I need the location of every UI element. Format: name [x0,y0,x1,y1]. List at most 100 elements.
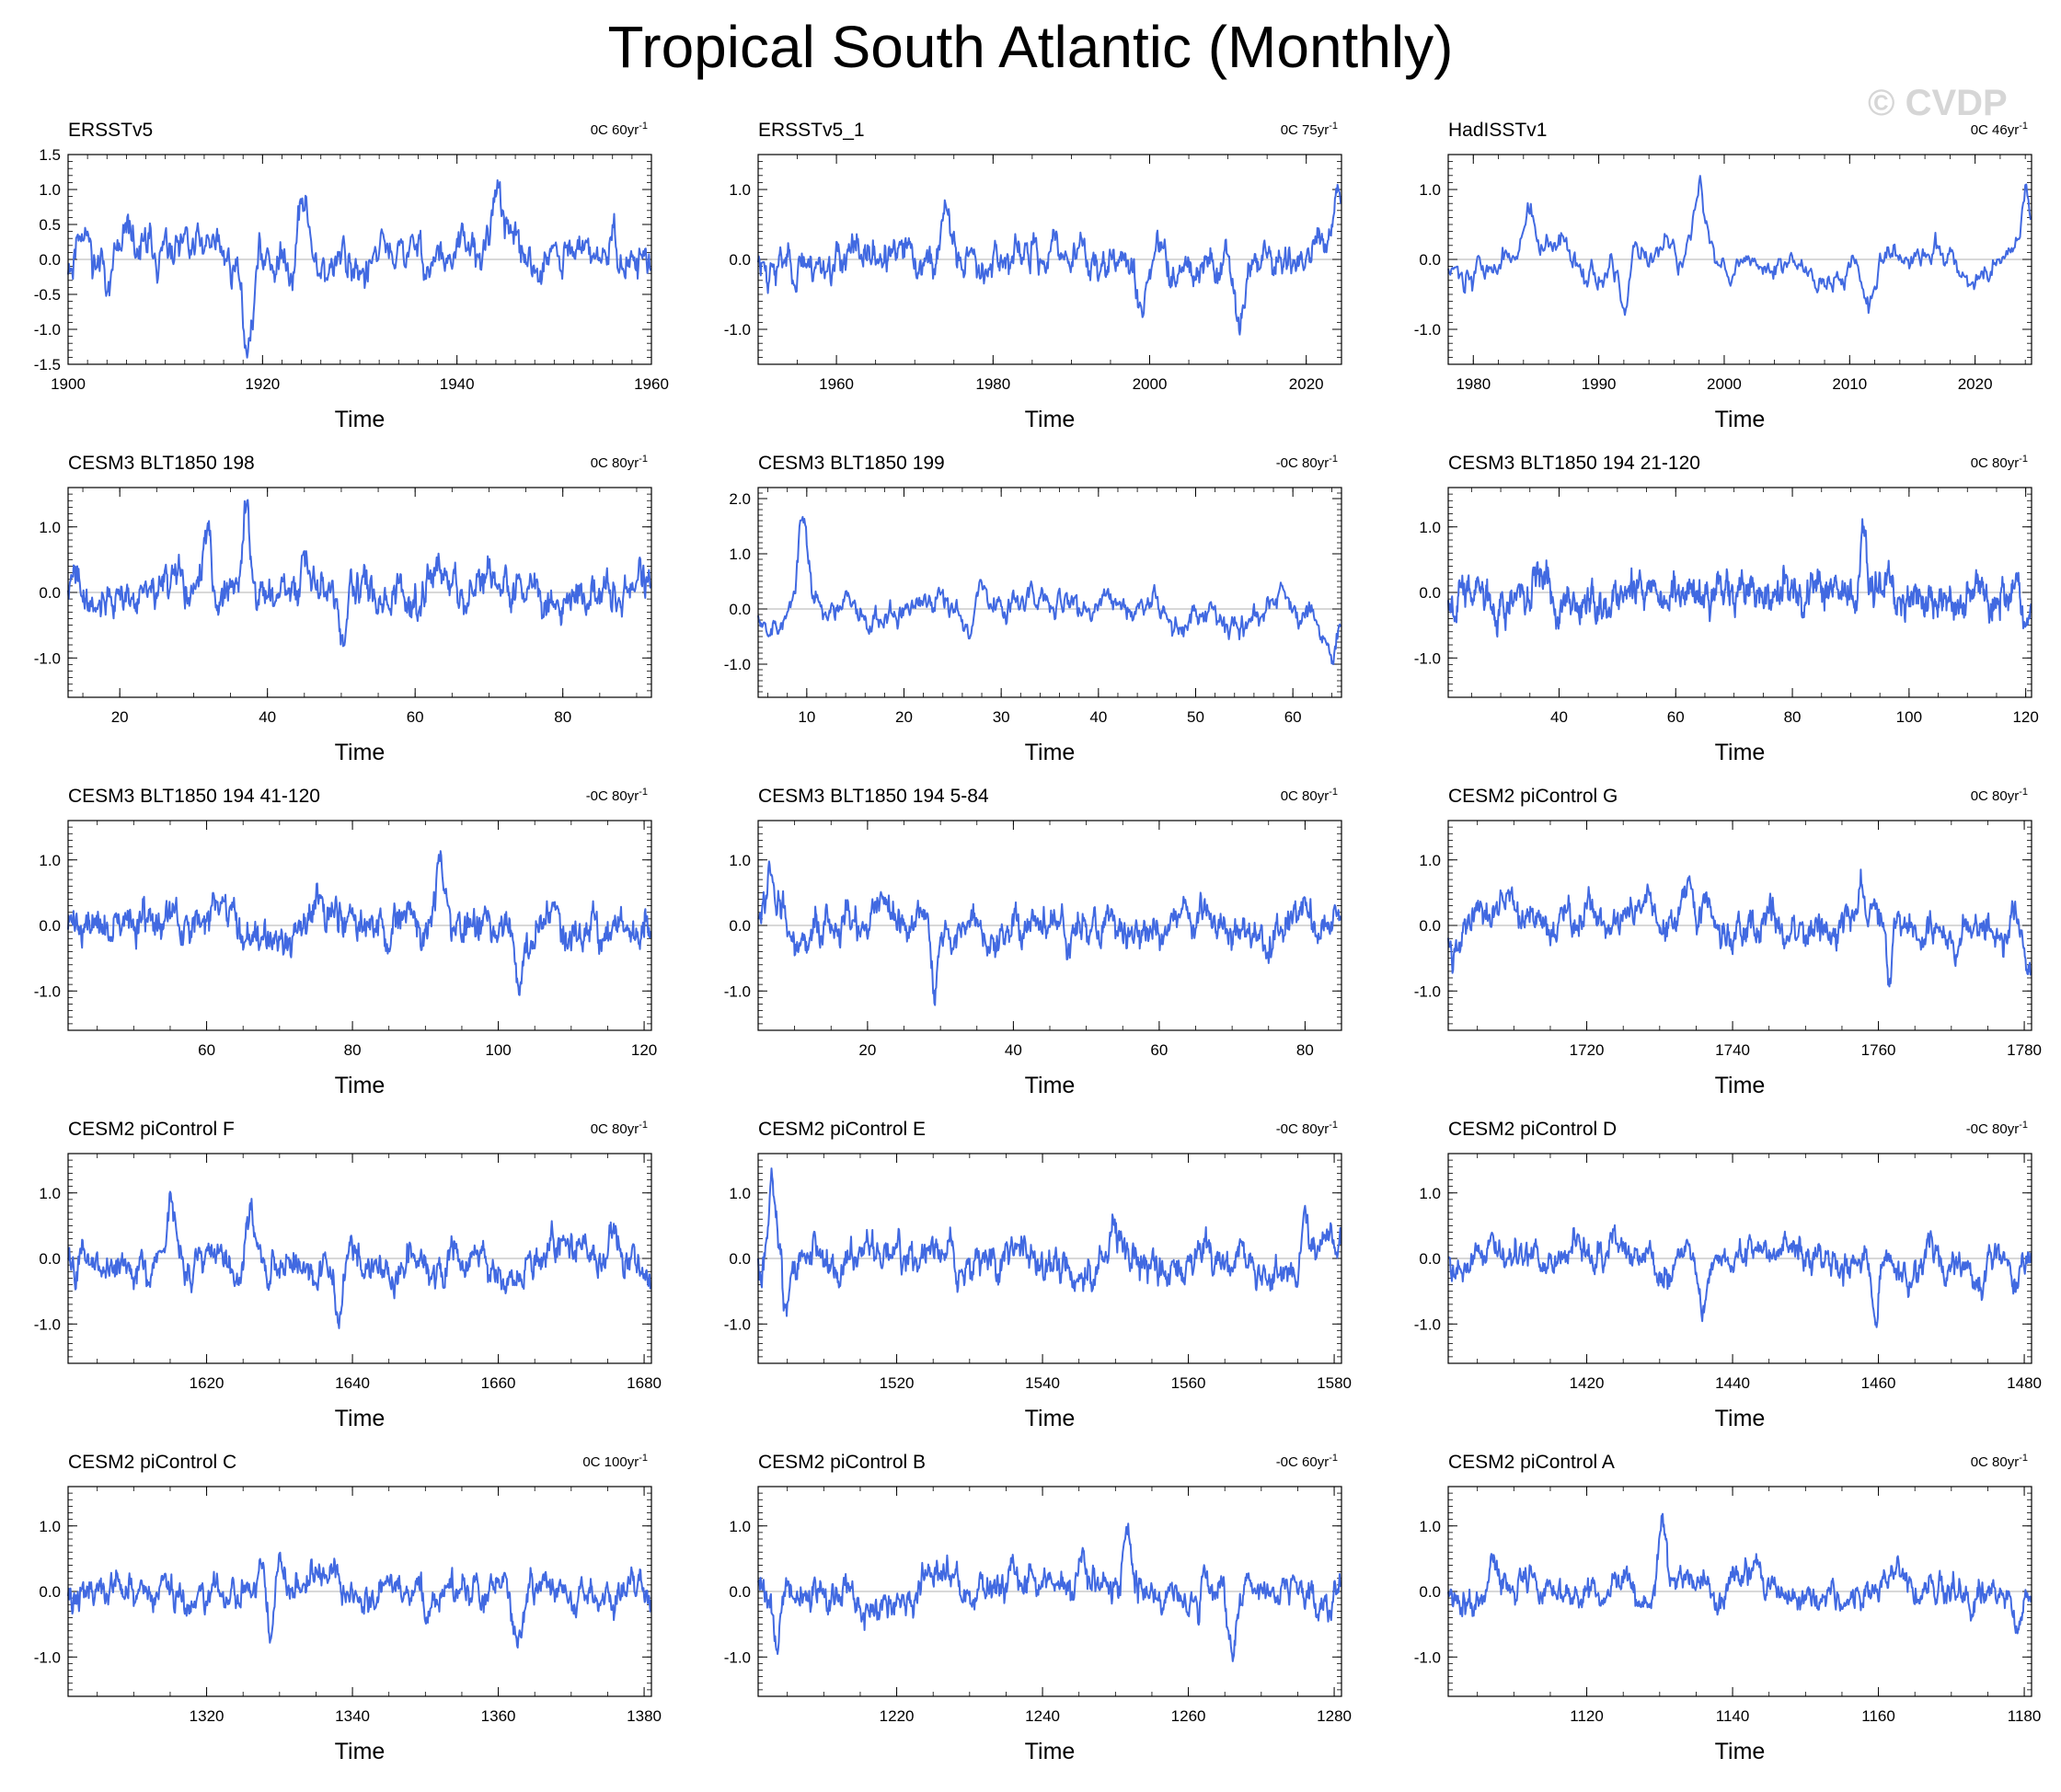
panel-trend-exponent: -1 [2019,1453,2028,1464]
series-line [67,1551,652,1649]
x-axis-label: Time [335,740,386,765]
x-tick-label: 40 [1550,708,1568,726]
y-tick-label: -1.0 [1414,1315,1441,1333]
y-tick-label: 1.0 [1419,1518,1441,1535]
x-tick-label: 1720 [1570,1041,1605,1059]
series-line [757,1167,1342,1317]
panel-title: CESM2 piControl D [1448,1119,1617,1140]
series-line [1447,1512,2032,1635]
y-tick-label: -1.0 [34,982,61,1000]
x-axis-label: Time [335,1073,386,1098]
y-tick-label: 0.0 [39,584,61,602]
panel-trend-note: 0C 80yr-1 [1971,454,2028,471]
panel-trend-exponent: -1 [639,454,648,465]
plot-frame [1447,154,2032,365]
panel-trend-value: 0C 46yr [1971,122,2020,138]
x-tick-label: 1120 [1570,1707,1604,1725]
series-line [1447,868,2032,988]
y-tick-label: -1.0 [724,656,751,673]
y-tick-label: 1.0 [39,519,61,536]
y-tick-label: -1.0 [34,1315,61,1333]
y-tick-label: 0.0 [1419,1583,1441,1601]
x-axis-label: Time [1025,407,1076,432]
series-line [1447,518,2032,638]
plot-frame [67,1486,652,1697]
y-tick-label: -1.0 [724,321,751,339]
x-axis-label: Time [1025,1406,1076,1431]
x-tick-label: 40 [259,708,276,726]
series-line [1447,1223,2032,1328]
x-tick-label: 1680 [627,1374,662,1392]
plot-frame [67,1153,652,1364]
plot-panel: CESM2 piControl A 0C 80yr-1 1.0 0.0 -1.0 1120… [1414,1452,2042,1764]
plot-panel: CESM2 piControl F 0C 80yr-1 1.0 0.0 -1.0 1620… [34,1119,662,1431]
y-tick-label: 1.0 [729,181,751,199]
x-tick-label: 1980 [975,375,1010,393]
y-tick-label: 1.0 [729,1518,751,1535]
x-tick-label: 50 [1187,708,1204,726]
x-tick-label: 1260 [1171,1707,1206,1725]
panel-trend-value: 0C 80yr [591,455,639,471]
x-tick-label: 1980 [1456,375,1491,393]
x-tick-label: 1320 [190,1707,225,1725]
y-tick-label: 0.0 [39,1583,61,1601]
x-axis-label: Time [1715,1406,1766,1431]
y-tick-label: 1.0 [1419,519,1441,536]
y-tick-label: 1.0 [1419,1185,1441,1202]
series-line [67,1190,652,1329]
x-tick-label: 40 [1089,708,1107,726]
x-tick-label: 1460 [1861,1374,1896,1392]
x-tick-label: 1240 [1025,1707,1060,1725]
panel-trend-note: 0C 80yr-1 [591,454,648,471]
y-tick-label: 0.0 [1419,1250,1441,1268]
panel-title: CESM2 piControl B [758,1452,926,1473]
plot-panel: ERSSTv5 0C 60yr-1 1.5 1.0 0.5 0.0 -0.5 -1.0 -1.5… [34,120,669,432]
plot-panel: HadISSTv1 0C 46yr-1 1.0 0.0 -1.0 1980 1990 2000… [1414,120,2032,432]
series-line [67,178,652,359]
x-tick-label: 1160 [1861,1707,1895,1725]
x-tick-label: 1340 [335,1707,370,1725]
x-tick-label: 120 [631,1041,657,1059]
x-tick-label: 1360 [481,1707,516,1725]
plot-frame [67,154,652,365]
panel-title: CESM2 piControl F [68,1119,235,1140]
y-tick-label: -1.0 [724,1648,751,1666]
y-tick-label: -1.0 [1414,649,1441,667]
series-line [1447,175,2032,316]
plot-panel: CESM2 piControl B -0C 60yr-1 1.0 0.0 -1.0 122… [724,1452,1352,1764]
x-tick-label: 1620 [190,1374,225,1392]
panel-trend-value: 0C 80yr [1281,788,1330,804]
y-tick-label: -1.0 [34,1648,61,1666]
panel-trend-exponent: -1 [1329,1453,1338,1464]
y-tick-label: 1.0 [39,181,61,199]
y-tick-label: -1.0 [1414,982,1441,1000]
x-tick-label: 1580 [1317,1374,1352,1392]
panel-trend-exponent: -1 [639,1453,648,1464]
y-tick-label: 0.0 [729,1250,751,1268]
y-tick-label: 1.0 [729,1185,751,1202]
x-tick-label: 2020 [1289,375,1324,393]
panel-title: CESM3 BLT1850 199 [758,453,945,474]
y-tick-label: 0.0 [39,1250,61,1268]
y-tick-label: 0.0 [729,601,751,618]
x-axis-label: Time [335,407,386,432]
panel-trend-exponent: -1 [2019,1120,2028,1131]
y-tick-label: -0.5 [34,286,61,304]
x-tick-label: 1960 [634,375,669,393]
panel-title: CESM2 piControl G [1448,786,1618,807]
x-tick-label: 1990 [1582,375,1617,393]
x-tick-label: 20 [111,708,129,726]
plot-panel: CESM2 piControl D -0C 80yr-1 1.0 0.0 -1.0 142… [1414,1119,2042,1431]
series-line [757,1522,1342,1662]
panel-trend-exponent: -1 [639,121,648,132]
plot-panel: ERSSTv5_1 0C 75yr-1 1.0 0.0 -1.0 1960 1980 2000… [724,120,1342,432]
panel-trend-exponent: -1 [639,787,648,798]
panel-trend-note: 0C 80yr-1 [1281,787,1338,804]
x-tick-label: 1280 [1317,1707,1352,1725]
panel-trend-value: 0C 100yr [582,1454,639,1470]
panel-title: CESM2 piControl A [1448,1452,1615,1473]
plot-panel: CESM3 BLT1850 194 41-120 -0C 80yr-1 1.0 0.0… [34,786,658,1098]
panel-trend-note: 0C 75yr-1 [1281,121,1338,138]
x-axis-label: Time [1715,1073,1766,1098]
